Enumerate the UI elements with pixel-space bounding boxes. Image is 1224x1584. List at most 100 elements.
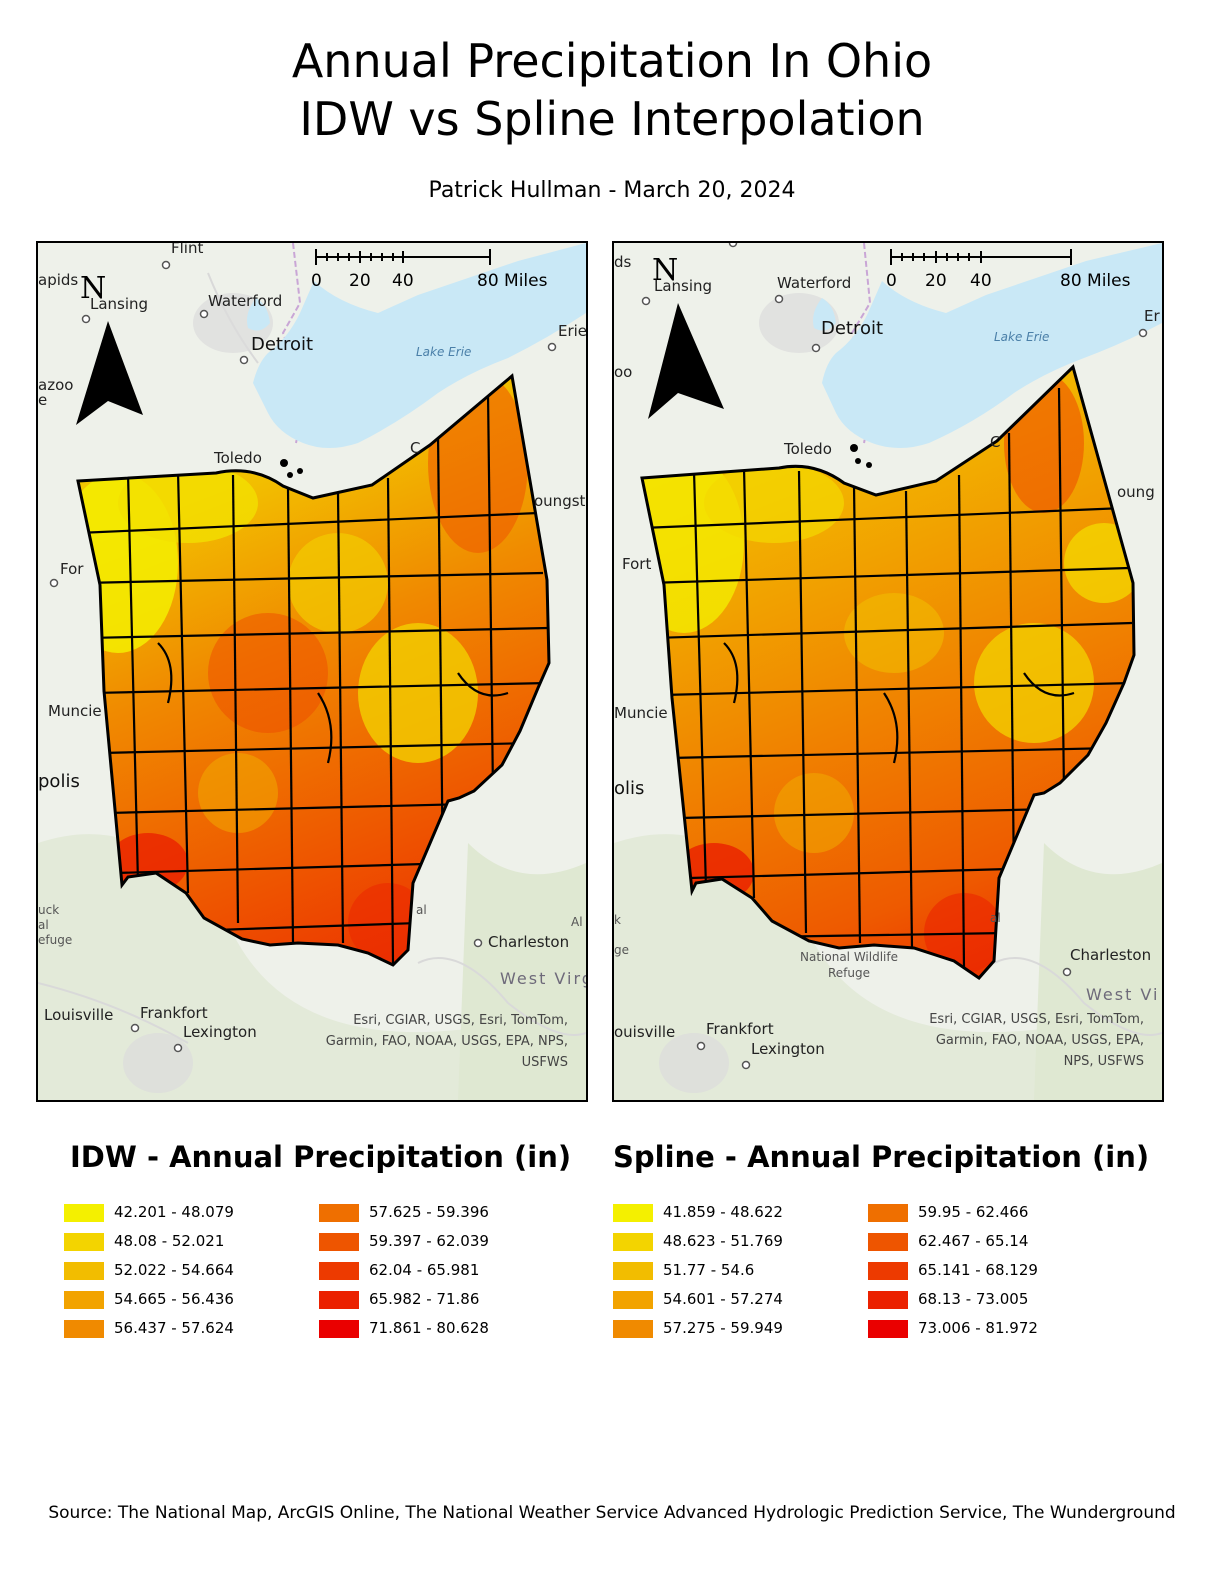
place-erie: Erie: [558, 322, 588, 340]
place-al2: al: [416, 903, 427, 917]
legend-label: 59.95 - 62.466: [918, 1203, 1029, 1221]
legend-swatch: [319, 1320, 359, 1338]
legend-label: 59.397 - 62.039: [369, 1232, 489, 1250]
legend-swatch: [613, 1262, 653, 1280]
legend-label: 56.437 - 57.624: [114, 1319, 234, 1337]
idw-attribution: Esri, CGIAR, USGS, Esri, TomTom, Garmin,…: [325, 1013, 568, 1070]
place-lansing: Lansing: [654, 277, 713, 295]
legend-label: 54.665 - 56.436: [114, 1290, 234, 1308]
place-ge: ge: [614, 943, 629, 957]
place-frankfort: Frankfort: [140, 1004, 208, 1022]
legend-label: 42.201 - 48.079: [114, 1203, 234, 1221]
spline-scale-tick-80: 80 Miles: [1060, 271, 1131, 291]
legend-swatch: [64, 1320, 104, 1338]
legend-swatch: [64, 1233, 104, 1251]
spline-map-frame: ds Lansing Waterford Detroit Lake Erie E…: [612, 241, 1164, 1102]
spline-scale-tick-40: 40: [970, 271, 992, 291]
legend-swatch: [868, 1262, 908, 1280]
legend-swatch: [319, 1262, 359, 1280]
place-youngstown: oung: [1117, 483, 1155, 501]
place-toledo: Toledo: [784, 440, 832, 458]
spline-map-canvas: [614, 243, 1162, 1100]
place-lake-erie: Lake Erie: [994, 330, 1050, 344]
place-muncie: Muncie: [614, 704, 668, 722]
legend-label: 73.006 - 81.972: [918, 1319, 1038, 1337]
legend-label: 52.022 - 54.664: [114, 1261, 234, 1279]
place-lexington: Lexington: [183, 1023, 257, 1041]
place-lexington: Lexington: [751, 1040, 825, 1058]
place-west-virginia: West Virg: [500, 969, 588, 988]
legend-label: 65.982 - 71.86: [369, 1290, 480, 1308]
spline-scale-bar: [890, 249, 1072, 265]
legend-label: 62.04 - 65.981: [369, 1261, 480, 1279]
legend-swatch: [319, 1204, 359, 1222]
place-azoo: azoo: [38, 376, 74, 394]
legend-label: 41.859 - 48.622: [663, 1203, 783, 1221]
legend-label: 65.141 - 68.129: [918, 1261, 1038, 1279]
legend-label: 71.861 - 80.628: [369, 1319, 489, 1337]
place-c: C: [990, 433, 1001, 451]
legend-swatch: [613, 1320, 653, 1338]
place-muncie: Muncie: [48, 702, 102, 720]
idw-north-letter: N: [80, 271, 107, 306]
place-al3: Al: [571, 915, 583, 929]
place-charleston: Charleston: [1070, 946, 1152, 964]
idw-map-canvas: [38, 243, 586, 1100]
idw-scale-tick-20: 20: [349, 271, 371, 291]
place-al: al: [990, 911, 1001, 925]
idw-scale-bar: [315, 249, 491, 265]
legend-swatch: [868, 1320, 908, 1338]
place-c: C: [410, 439, 421, 457]
place-efuge: efuge: [38, 933, 73, 947]
legend-swatch: [868, 1291, 908, 1309]
place-fort: For: [60, 560, 84, 578]
place-al: al: [38, 918, 49, 932]
legend-label: 57.275 - 59.949: [663, 1319, 783, 1337]
legend-swatch: [613, 1291, 653, 1309]
place-polis: polis: [38, 771, 80, 792]
legend-label: 62.467 - 65.14: [918, 1232, 1029, 1250]
legend-swatch: [868, 1233, 908, 1251]
place-louisville: ouisville: [614, 1023, 676, 1041]
place-waterford: Waterford: [777, 274, 852, 292]
place-youngstown: oungst: [534, 492, 586, 510]
place-ds: ds: [614, 253, 632, 271]
place-erie: Er: [1144, 307, 1160, 325]
spline-scale-tick-0: 0: [886, 271, 897, 291]
legend-swatch: [319, 1233, 359, 1251]
legend-label: 54.601 - 57.274: [663, 1290, 783, 1308]
place-waterford: Waterford: [208, 292, 283, 310]
idw-scale-tick-80: 80 Miles: [477, 271, 548, 291]
place-oo: oo: [614, 363, 633, 381]
place-west-virginia: West Vi: [1086, 985, 1160, 1004]
legend-swatch: [319, 1291, 359, 1309]
legend-label: 68.13 - 73.005: [918, 1290, 1029, 1308]
spline-north-letter: N: [652, 253, 679, 288]
place-apids: apids: [38, 271, 79, 289]
legend-label: 48.623 - 51.769: [663, 1232, 783, 1250]
spline-attribution: Esri, CGIAR, USGS, Esri, TomTom, Garmin,…: [929, 1012, 1144, 1069]
place-detroit: Detroit: [821, 318, 884, 339]
place-lake-erie: Lake Erie: [416, 345, 472, 359]
place-k: k: [614, 913, 621, 927]
spline-legend-title: Spline - Annual Precipitation (in): [613, 1140, 1150, 1174]
legend-label: 57.625 - 59.396: [369, 1203, 489, 1221]
place-louisville: Louisville: [44, 1006, 114, 1024]
legend-swatch: [868, 1204, 908, 1222]
source-credit: Source: The National Map, ArcGIS Online,…: [48, 1503, 1176, 1523]
place-frankfort: Frankfort: [706, 1020, 774, 1038]
legend-swatch: [613, 1233, 653, 1251]
place-flint: Flint: [171, 241, 204, 257]
place-e: e: [38, 391, 48, 409]
place-fort: Fort: [622, 555, 652, 573]
legend-swatch: [64, 1262, 104, 1280]
place-detroit: Detroit: [251, 334, 314, 355]
legend-swatch: [64, 1204, 104, 1222]
place-toledo: Toledo: [214, 449, 262, 467]
legend-swatch: [613, 1204, 653, 1222]
idw-scale-tick-0: 0: [311, 271, 322, 291]
idw-legend-title: IDW - Annual Precipitation (in): [70, 1140, 572, 1174]
place-uck: uck: [38, 903, 60, 917]
place-charleston: Charleston: [488, 933, 570, 951]
place-wildlife-refuge: National Wildlife Refuge: [800, 950, 898, 980]
